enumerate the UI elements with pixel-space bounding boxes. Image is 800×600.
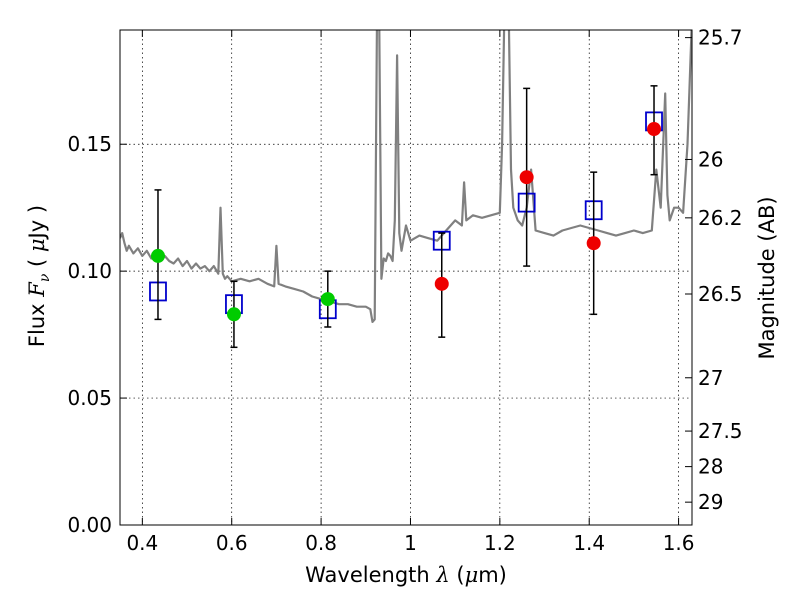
plot-frame — [119, 29, 693, 526]
observed-optical-point — [320, 292, 335, 307]
observed-nir-point — [647, 122, 662, 136]
observed-nir-point — [586, 236, 601, 251]
observed-nir-point — [434, 276, 449, 291]
x-axis-label-symbol: λ — [435, 563, 449, 587]
x-axis-label-units: ( — [450, 563, 465, 587]
y-axis-label-paren-open: ( — [25, 252, 49, 274]
x-tick-label: 1.4 — [573, 531, 605, 555]
x-axis-label-prefix: Wavelength — [305, 563, 436, 587]
template-spectrum-line — [120, 30, 692, 323]
x-axis-label: Wavelength λ (μm) — [305, 563, 507, 587]
y-axis-label-prefix: Flux — [25, 297, 49, 347]
y2-tick-label: 28 — [698, 455, 723, 479]
y2-tick-label: 25.7 — [698, 26, 743, 50]
y2-tick-label: 27.5 — [698, 419, 743, 443]
x-tick-label: 1 — [404, 531, 417, 555]
y-axis-label: Flux Fν ( μJy ) — [25, 205, 53, 347]
y2-tick-label: 27 — [698, 366, 723, 390]
x-tick-label: 0.6 — [216, 531, 248, 555]
x-tick-label: 0.8 — [305, 531, 337, 555]
x-axis-label-mu: μ — [465, 563, 479, 587]
y-tick-label: 0.15 — [67, 132, 112, 156]
y-tick-label: 0.10 — [67, 259, 112, 283]
observed-nir-point — [519, 170, 534, 185]
x-tick-label: 1.2 — [484, 531, 516, 555]
x-axis-label-unit-tail: m) — [478, 563, 507, 587]
y2-tick-label: 29 — [698, 490, 723, 514]
y2-tick-label: 26 — [698, 147, 723, 171]
grid-lines — [120, 30, 692, 525]
observed-optical-point — [226, 307, 241, 322]
y-axis-label-unit: Jy — [25, 220, 49, 241]
plot-area — [120, 30, 692, 349]
y-tick-label: 0.05 — [67, 386, 112, 410]
y-axis-label-subscript: ν — [37, 273, 53, 282]
y2-axis-label: Magnitude (AB) — [755, 196, 779, 359]
y-axis-label-mu: μ — [25, 238, 49, 252]
y2-tick-label: 26.2 — [698, 206, 743, 230]
y-axis-label-symbol: F — [25, 281, 49, 298]
x-tick-label: 0.4 — [126, 531, 158, 555]
observed-optical-point — [150, 248, 165, 263]
y-axis-label-paren-close: ) — [25, 205, 49, 220]
axis-ticks: 0.4 0.6 0.8 1 1.2 1.4 1.6 0.00 0.05 0.10 0.15 25.7 2… — [67, 26, 742, 555]
x-tick-label: 1.6 — [663, 531, 695, 555]
y-tick-label: 0.00 — [67, 513, 112, 537]
y2-tick-label: 26.5 — [698, 282, 743, 306]
